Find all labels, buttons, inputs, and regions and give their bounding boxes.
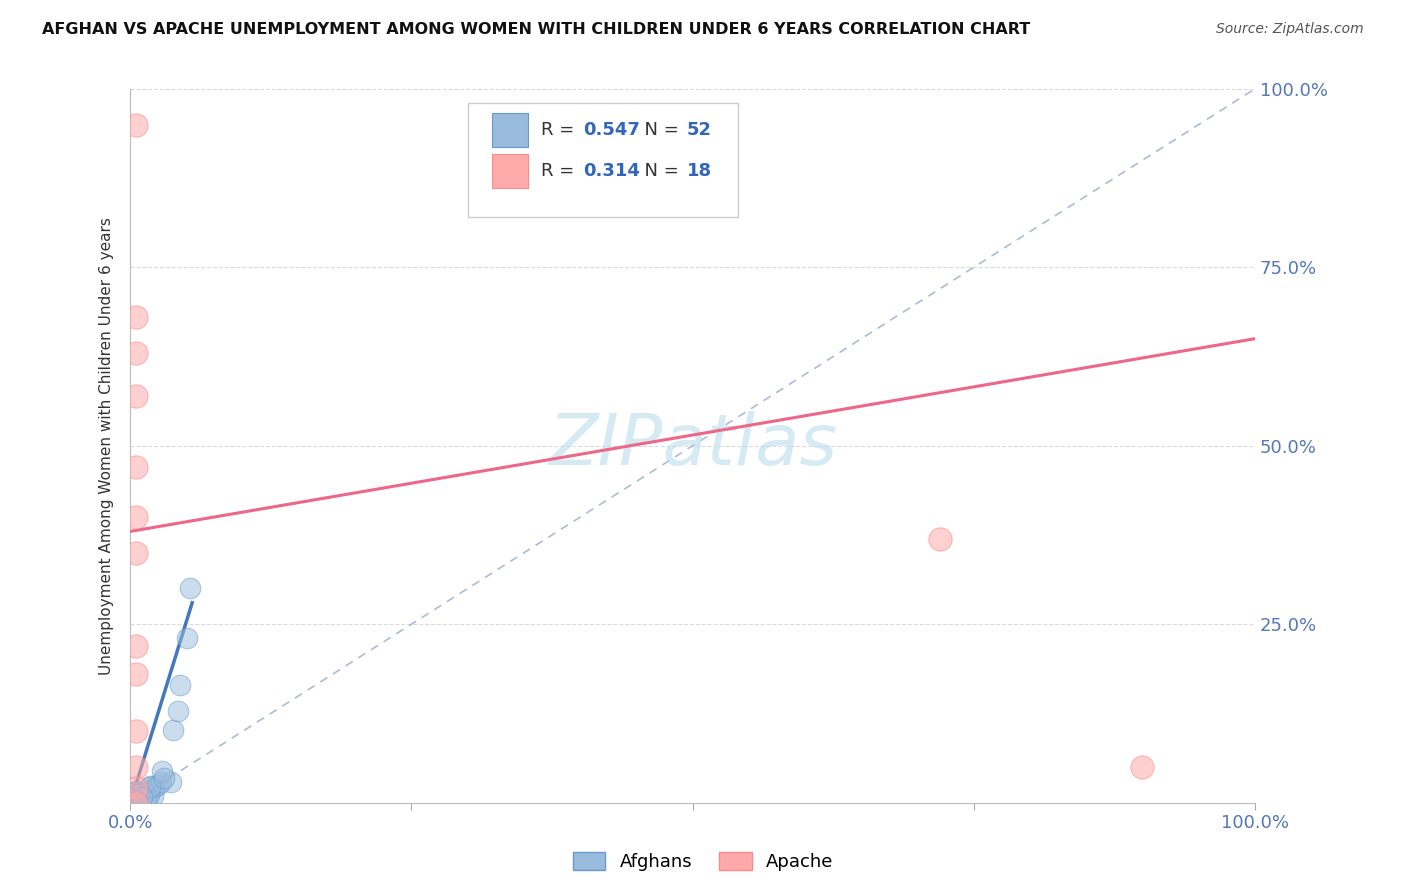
Point xyxy=(1132,760,1154,774)
Text: N =: N = xyxy=(633,121,685,139)
Point xyxy=(139,779,162,793)
Point xyxy=(149,775,172,789)
Text: 0.314: 0.314 xyxy=(583,162,640,180)
Point xyxy=(125,781,148,796)
Point xyxy=(121,796,143,810)
FancyBboxPatch shape xyxy=(492,153,529,188)
Text: R =: R = xyxy=(541,121,579,139)
Point xyxy=(125,639,148,653)
Point xyxy=(162,723,184,737)
Point xyxy=(121,796,143,810)
Point xyxy=(121,790,143,805)
Point xyxy=(121,796,143,810)
Point xyxy=(120,796,142,810)
Point xyxy=(121,791,143,805)
Text: R =: R = xyxy=(541,162,579,180)
Point xyxy=(125,310,148,325)
Point xyxy=(128,787,150,801)
Text: AFGHAN VS APACHE UNEMPLOYMENT AMONG WOMEN WITH CHILDREN UNDER 6 YEARS CORRELATIO: AFGHAN VS APACHE UNEMPLOYMENT AMONG WOME… xyxy=(42,22,1031,37)
Text: Source: ZipAtlas.com: Source: ZipAtlas.com xyxy=(1216,22,1364,37)
Point xyxy=(121,796,143,810)
Point xyxy=(121,796,143,810)
Legend: Afghans, Apache: Afghans, Apache xyxy=(565,846,841,879)
Point xyxy=(929,532,952,546)
Point xyxy=(121,795,143,809)
Point xyxy=(125,510,148,524)
Point xyxy=(122,785,145,799)
Point xyxy=(124,796,146,810)
Point xyxy=(169,678,191,692)
Point xyxy=(138,788,160,802)
Point xyxy=(121,791,143,805)
Point xyxy=(120,795,142,809)
Text: 52: 52 xyxy=(688,121,711,139)
Point xyxy=(125,787,148,801)
Point xyxy=(152,764,174,778)
Y-axis label: Unemployment Among Women with Children Under 6 years: Unemployment Among Women with Children U… xyxy=(100,217,114,674)
Point xyxy=(146,778,169,792)
Point xyxy=(125,389,148,403)
FancyBboxPatch shape xyxy=(468,103,738,218)
Point xyxy=(129,795,152,809)
Point xyxy=(131,785,153,799)
Point xyxy=(125,460,148,475)
Point xyxy=(120,794,142,808)
Point xyxy=(139,783,162,797)
Point xyxy=(125,785,148,799)
Point xyxy=(125,118,148,132)
Point xyxy=(160,774,183,789)
Point xyxy=(125,784,148,798)
Point xyxy=(121,796,143,810)
Text: 18: 18 xyxy=(688,162,711,180)
Point xyxy=(128,789,150,804)
Point xyxy=(125,724,148,739)
Point xyxy=(131,789,153,804)
Point xyxy=(125,667,148,681)
Point xyxy=(135,791,157,805)
Point xyxy=(121,796,143,810)
Point xyxy=(127,787,149,801)
Point xyxy=(132,794,155,808)
Point xyxy=(153,771,176,785)
FancyBboxPatch shape xyxy=(492,113,529,147)
Point xyxy=(176,631,198,645)
Point xyxy=(142,789,165,803)
Point xyxy=(122,791,145,805)
Point xyxy=(138,780,160,795)
Point xyxy=(125,794,148,808)
Text: N =: N = xyxy=(633,162,685,180)
Text: ZIPatlas: ZIPatlas xyxy=(548,411,837,480)
Point xyxy=(125,796,148,810)
Point xyxy=(167,704,190,718)
Point xyxy=(120,796,142,810)
Point xyxy=(125,346,148,360)
Point xyxy=(122,786,145,800)
Point xyxy=(125,789,148,804)
Point xyxy=(124,791,146,805)
Point xyxy=(125,787,148,801)
Point xyxy=(125,760,148,774)
Text: 0.547: 0.547 xyxy=(583,121,640,139)
Point xyxy=(120,796,142,810)
Point xyxy=(143,780,166,794)
Point xyxy=(124,793,146,807)
Point xyxy=(179,582,201,596)
Point xyxy=(125,546,148,560)
